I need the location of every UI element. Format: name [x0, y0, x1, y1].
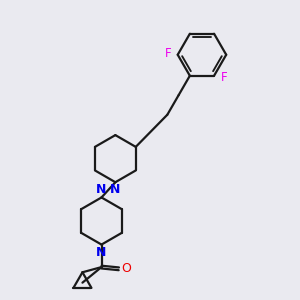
Text: N: N — [110, 183, 121, 196]
Text: N: N — [96, 183, 107, 196]
Text: O: O — [121, 262, 131, 275]
Text: F: F — [165, 46, 171, 59]
Text: F: F — [220, 71, 227, 84]
Text: N: N — [96, 246, 107, 259]
